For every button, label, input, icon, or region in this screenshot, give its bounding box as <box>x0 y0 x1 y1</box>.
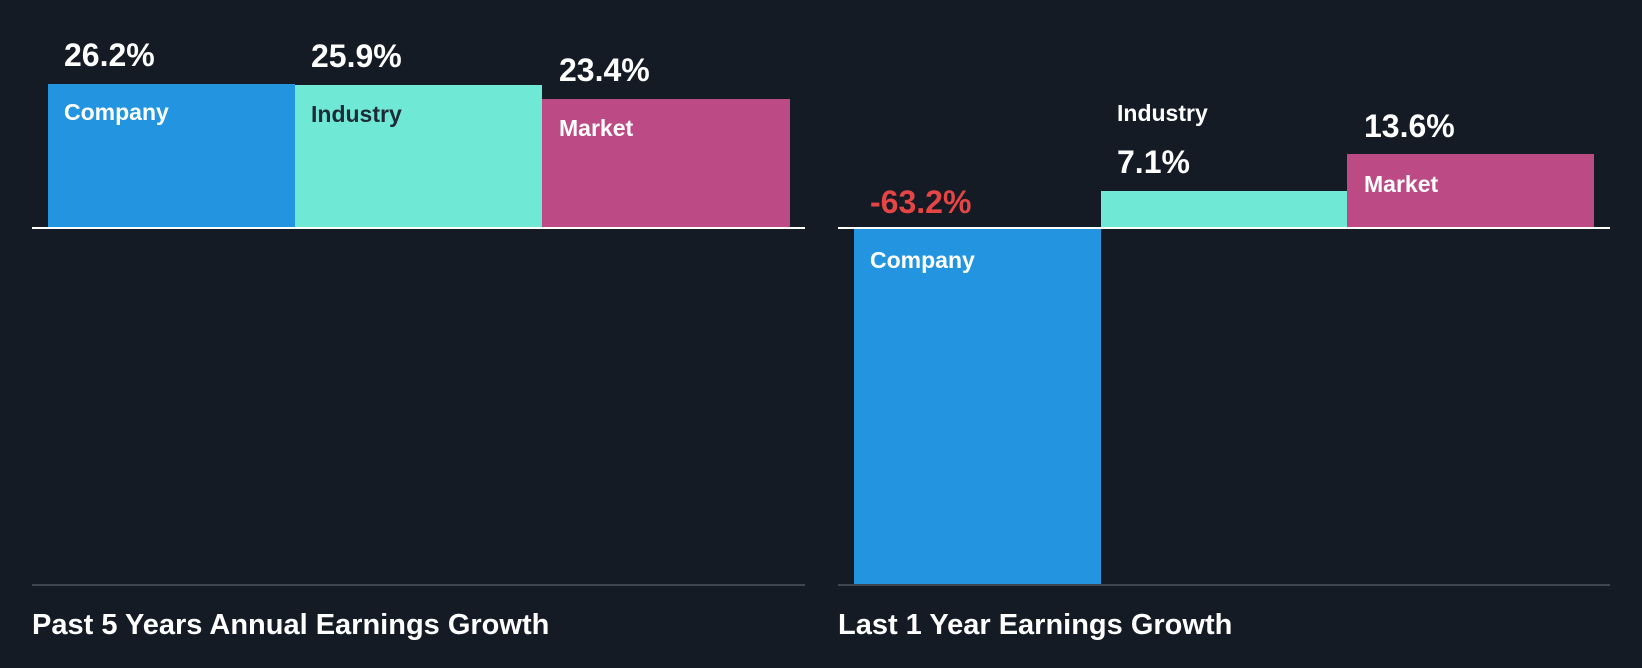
zero-baseline <box>32 227 805 229</box>
chart-floor-line <box>32 584 805 586</box>
label-company: Company <box>64 99 169 125</box>
value-industry: 7.1% <box>1117 144 1190 180</box>
value-industry: 25.9% <box>311 38 402 74</box>
bar-market <box>1347 154 1594 228</box>
value-market: 13.6% <box>1364 108 1455 144</box>
bar-company <box>48 84 295 228</box>
bar-company <box>854 229 1101 584</box>
bar-market <box>542 99 790 228</box>
chart-title: Last 1 Year Earnings Growth <box>838 609 1233 641</box>
value-market: 23.4% <box>559 52 650 88</box>
label-industry: Industry <box>1117 100 1208 126</box>
zero-baseline <box>838 227 1610 229</box>
value-company: -63.2% <box>870 184 972 220</box>
chart-floor-line <box>838 584 1610 586</box>
bar-industry <box>295 85 542 228</box>
bar-industry <box>1101 191 1347 228</box>
label-market: Market <box>1364 171 1439 197</box>
chart-past-5-years: 26.2% 25.9% 23.4% Company Industry Marke… <box>0 0 820 668</box>
label-industry: Industry <box>311 101 402 127</box>
chart-title: Past 5 Years Annual Earnings Growth <box>32 609 550 641</box>
label-company: Company <box>870 247 975 273</box>
label-market: Market <box>559 115 634 141</box>
value-company: 26.2% <box>64 37 155 73</box>
